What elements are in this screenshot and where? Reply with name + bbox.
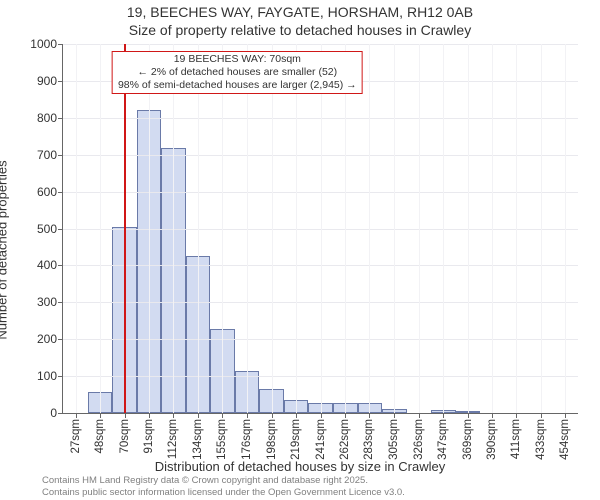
x-tick-label: 326sqm [413, 419, 425, 460]
x-tick-label: 70sqm [119, 419, 131, 454]
x-tick-label: 262sqm [339, 419, 351, 460]
x-tick-mark [369, 413, 370, 418]
y-tick-label: 900 [37, 74, 57, 88]
x-tick-mark [321, 413, 322, 418]
x-tick-mark [419, 413, 420, 418]
x-tick-label: 134sqm [192, 419, 204, 460]
credits-line-1: Contains HM Land Registry data © Crown c… [42, 475, 405, 486]
y-tick-mark [58, 302, 63, 303]
x-tick-mark [516, 413, 517, 418]
x-tick-mark [149, 413, 150, 418]
y-tick-mark [58, 155, 63, 156]
reference-marker-line [124, 44, 126, 413]
x-tick-label: 198sqm [266, 419, 278, 460]
x-tick-label: 219sqm [290, 419, 302, 460]
x-tick-label: 176sqm [241, 419, 253, 460]
x-tick-label: 241sqm [315, 419, 327, 460]
gridline-vertical [296, 44, 297, 413]
gridline-vertical [321, 44, 322, 413]
gridline-vertical [394, 44, 395, 413]
y-tick-mark [58, 376, 63, 377]
gridline-vertical [272, 44, 273, 413]
y-tick-mark [58, 192, 63, 193]
y-tick-label: 600 [37, 185, 57, 199]
y-tick-label: 800 [37, 111, 57, 125]
chart-container: 19, BEECHES WAY, FAYGATE, HORSHAM, RH12 … [0, 0, 600, 500]
y-tick-mark [58, 81, 63, 82]
y-tick-mark [58, 339, 63, 340]
chart-title-block: 19, BEECHES WAY, FAYGATE, HORSHAM, RH12 … [0, 4, 600, 39]
gridline-vertical [149, 44, 150, 413]
annotation-line-3: 98% of semi-detached houses are larger (… [118, 79, 357, 92]
x-tick-mark [247, 413, 248, 418]
x-tick-mark [272, 413, 273, 418]
gridline-vertical [247, 44, 248, 413]
x-tick-label: 433sqm [535, 419, 547, 460]
gridline-vertical [173, 44, 174, 413]
x-tick-mark [296, 413, 297, 418]
credits-line-2: Contains public sector information licen… [42, 487, 405, 498]
y-tick-label: 700 [37, 148, 57, 162]
y-tick-mark [58, 265, 63, 266]
y-tick-mark [58, 44, 63, 45]
x-tick-mark [443, 413, 444, 418]
title-line-1: 19, BEECHES WAY, FAYGATE, HORSHAM, RH12 … [0, 4, 600, 22]
credits-block: Contains HM Land Registry data © Crown c… [42, 475, 405, 498]
gridline-vertical [222, 44, 223, 413]
y-tick-label: 0 [50, 406, 57, 420]
y-tick-label: 1000 [30, 37, 57, 51]
x-tick-mark [76, 413, 77, 418]
x-tick-mark [394, 413, 395, 418]
gridline-vertical [443, 44, 444, 413]
x-tick-label: 347sqm [437, 419, 449, 460]
y-tick-label: 200 [37, 332, 57, 346]
x-tick-mark [125, 413, 126, 418]
x-tick-label: 390sqm [486, 419, 498, 460]
gridline-vertical [516, 44, 517, 413]
y-tick-label: 400 [37, 258, 57, 272]
x-tick-label: 283sqm [363, 419, 375, 460]
x-tick-label: 91sqm [143, 419, 155, 454]
y-tick-mark [58, 229, 63, 230]
y-tick-label: 500 [37, 222, 57, 236]
y-tick-label: 100 [37, 369, 57, 383]
gridline-vertical [492, 44, 493, 413]
x-tick-label: 27sqm [70, 419, 82, 454]
gridline-vertical [198, 44, 199, 413]
y-axis-label: Number of detached properties [0, 71, 10, 250]
gridline-vertical [345, 44, 346, 413]
x-tick-mark [345, 413, 346, 418]
x-tick-mark [468, 413, 469, 418]
gridline-vertical [468, 44, 469, 413]
x-tick-mark [173, 413, 174, 418]
x-tick-label: 454sqm [559, 419, 571, 460]
annotation-box: 19 BEECHES WAY: 70sqm← 2% of detached ho… [112, 51, 363, 94]
x-tick-label: 369sqm [462, 419, 474, 460]
plot-area: 0100200300400500600700800900100027sqm48s… [62, 44, 578, 414]
x-tick-mark [198, 413, 199, 418]
y-tick-label: 300 [37, 295, 57, 309]
x-tick-label: 305sqm [388, 419, 400, 460]
gridline-vertical [419, 44, 420, 413]
x-tick-mark [541, 413, 542, 418]
x-tick-mark [565, 413, 566, 418]
x-tick-mark [222, 413, 223, 418]
x-tick-label: 155sqm [216, 419, 228, 460]
x-tick-mark [492, 413, 493, 418]
x-tick-label: 112sqm [167, 419, 179, 459]
annotation-line-1: 19 BEECHES WAY: 70sqm [118, 53, 357, 66]
x-axis-label: Distribution of detached houses by size … [0, 459, 600, 474]
gridline-vertical [76, 44, 77, 413]
y-tick-mark [58, 118, 63, 119]
title-line-2: Size of property relative to detached ho… [0, 22, 600, 40]
annotation-line-2: ← 2% of detached houses are smaller (52) [118, 66, 357, 79]
gridline-vertical [565, 44, 566, 413]
y-tick-mark [58, 413, 63, 414]
gridline-vertical [541, 44, 542, 413]
gridline-vertical [369, 44, 370, 413]
x-tick-label: 411sqm [510, 419, 522, 459]
x-tick-label: 48sqm [94, 419, 106, 454]
x-tick-mark [100, 413, 101, 418]
gridline-vertical [100, 44, 101, 413]
